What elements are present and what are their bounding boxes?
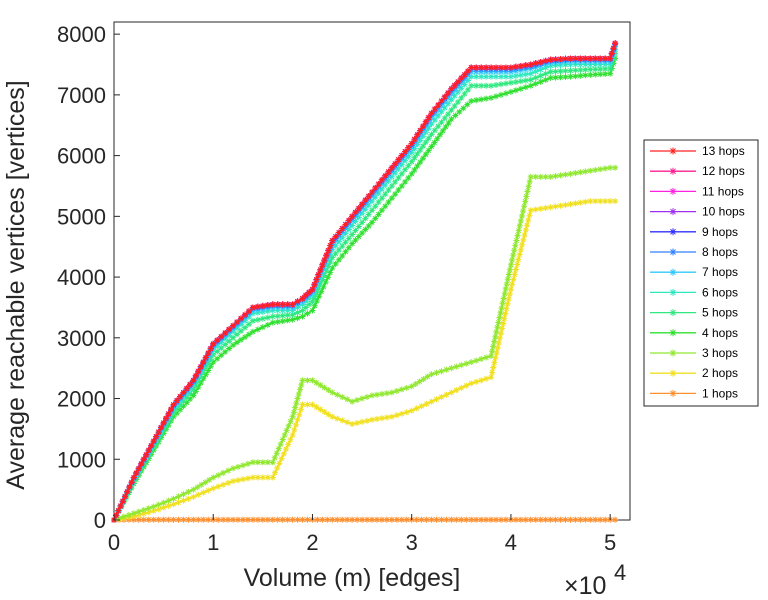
- legend-entry: 4 hops: [650, 326, 738, 340]
- legend-label: 9 hops: [702, 225, 738, 239]
- legend-entry: 8 hops: [650, 245, 738, 259]
- legend-label: 4 hops: [702, 326, 738, 340]
- y-tick-label: 4000: [57, 265, 106, 290]
- legend-marker: [669, 167, 677, 175]
- x-axis-ticks: 0 1 2 3 4 5: [108, 514, 616, 555]
- y-tick-label: 1000: [57, 447, 106, 472]
- x-tick-label: 3: [406, 530, 418, 555]
- legend: 13 hops 12 hops 11 hops 10 hops 9 hops 8 hops…: [643, 139, 759, 407]
- legend-label: 7 hops: [702, 265, 738, 279]
- legend-label: 8 hops: [702, 245, 738, 259]
- legend-label: 1 hops: [702, 386, 738, 400]
- legend-entry: 13 hops: [650, 144, 745, 158]
- legend-marker: [669, 369, 677, 377]
- legend-label: 6 hops: [702, 285, 738, 299]
- legend-entry: 9 hops: [650, 225, 738, 239]
- legend-marker: [669, 248, 677, 256]
- legend-entry: 5 hops: [650, 306, 738, 320]
- x-axis-label: Volume (m) [edges]: [244, 564, 461, 592]
- x-axis-exponent-base: ×10: [564, 572, 606, 600]
- x-tick-label: 2: [306, 530, 318, 555]
- legend-label: 5 hops: [702, 306, 738, 320]
- legend-marker: [669, 208, 677, 216]
- series-layer: [111, 40, 619, 523]
- legend-marker: [669, 147, 677, 155]
- legend-box: [643, 139, 759, 407]
- y-tick-label: 2000: [57, 387, 106, 412]
- y-tick-label: 5000: [57, 204, 106, 229]
- legend-entry: 6 hops: [650, 285, 738, 299]
- y-tick-label: 0: [94, 508, 106, 533]
- legend-marker: [669, 329, 677, 337]
- x-axis-exponent-power: 4: [614, 560, 626, 585]
- x-tick-label: 0: [108, 530, 120, 555]
- legend-label: 10 hops: [702, 205, 745, 219]
- legend-marker: [669, 288, 677, 296]
- legend-label: 11 hops: [702, 184, 744, 198]
- legend-marker: [669, 389, 677, 397]
- legend-entry: 7 hops: [650, 265, 738, 279]
- y-tick-label: 6000: [57, 144, 106, 169]
- legend-marker: [669, 349, 677, 357]
- legend-label: 2 hops: [702, 366, 738, 380]
- legend-marker: [669, 228, 677, 236]
- plot-area: [111, 21, 631, 523]
- y-tick-label: 3000: [57, 326, 106, 351]
- y-axis-label: Average reachable vertices [vertices]: [2, 80, 30, 489]
- x-tick-label: 1: [207, 530, 219, 555]
- legend-marker: [669, 268, 677, 276]
- legend-label: 3 hops: [702, 346, 738, 360]
- legend-marker: [669, 309, 677, 317]
- legend-label: 12 hops: [702, 164, 745, 178]
- legend-entry: 11 hops: [650, 184, 744, 198]
- y-axis-ticks: 0 1000 2000 3000 4000 5000 6000 7000 8000: [57, 22, 120, 533]
- legend-entry: 3 hops: [650, 346, 738, 360]
- x-tick-label: 5: [604, 530, 616, 555]
- legend-marker: [669, 187, 677, 195]
- legend-label: 13 hops: [702, 144, 745, 158]
- x-tick-label: 4: [505, 530, 517, 555]
- legend-entry: 10 hops: [650, 205, 745, 219]
- legend-entry: 1 hops: [650, 386, 738, 400]
- y-tick-label: 8000: [57, 22, 106, 47]
- y-tick-label: 7000: [57, 83, 106, 108]
- legend-items: 13 hops 12 hops 11 hops 10 hops 9 hops 8 hops…: [650, 144, 745, 400]
- legend-entry: 12 hops: [650, 164, 745, 178]
- legend-entry: 2 hops: [650, 366, 738, 380]
- axes-box: [113, 21, 631, 521]
